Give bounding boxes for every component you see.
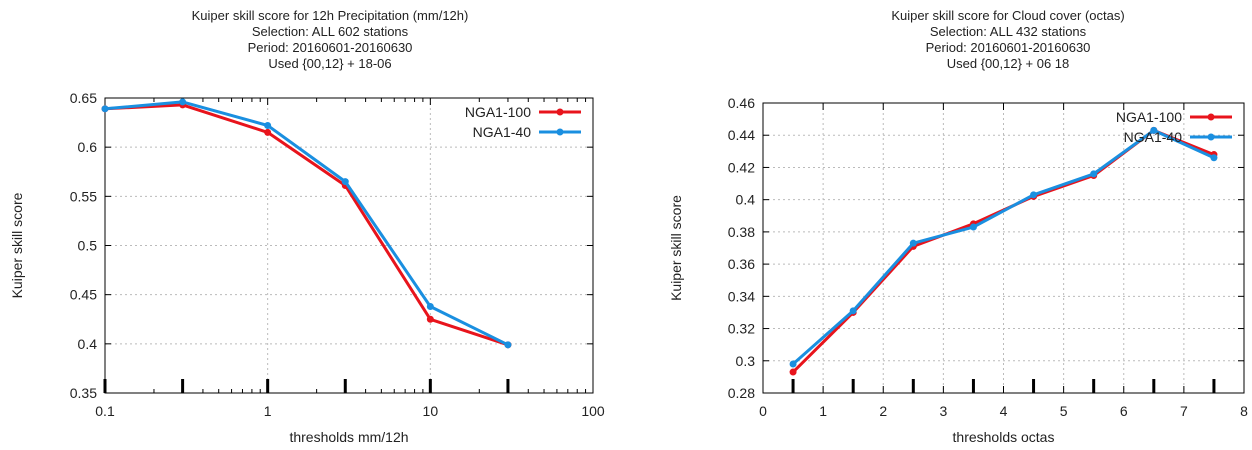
y-tick-label: 0.36 (728, 256, 755, 272)
legend-marker (556, 108, 564, 116)
data-point (1210, 154, 1218, 162)
y-tick-label: 0.55 (70, 188, 97, 204)
precipitation-chart-svg: Kuiper skill score for 12h Precipitation… (9, 8, 605, 445)
data-point (426, 302, 434, 310)
y-tick-label: 0.6 (78, 139, 98, 155)
chart-subtitle-line: Selection: ALL 602 stations (252, 24, 409, 39)
data-point (849, 307, 857, 315)
series-NGA1-40 (789, 126, 1218, 368)
legend-marker (1207, 113, 1215, 121)
data-point (426, 315, 434, 323)
legend-marker (556, 128, 564, 136)
y-tick-label: 0.65 (70, 90, 97, 106)
data-point (179, 98, 187, 106)
data-point (264, 122, 272, 130)
y-tick-label: 0.46 (728, 95, 755, 111)
y-tick-label: 0.42 (728, 159, 755, 175)
y-tick-label: 0.34 (728, 288, 755, 304)
data-point (1090, 170, 1098, 178)
x-tick-label: 0 (759, 403, 767, 419)
legend-label: NGA1-40 (1124, 129, 1183, 145)
plot-frame (104, 97, 594, 394)
x-tick-label: 6 (1120, 403, 1128, 419)
x-tick-label: 0.1 (95, 403, 115, 419)
data-point (1030, 191, 1038, 199)
y-tick-label: 0.32 (728, 321, 755, 337)
series-line (792, 128, 1215, 366)
series-line (792, 128, 1215, 374)
data-point (504, 341, 512, 349)
cloud-cover-chart-svg: Kuiper skill score for Cloud cover (octa… (668, 8, 1248, 445)
data-point (1150, 126, 1158, 134)
x-axis-label: thresholds mm/12h (289, 429, 408, 445)
chart-title: Kuiper skill score for 12h Precipitation… (192, 8, 469, 23)
series-line (104, 100, 509, 347)
legend: NGA1-100 NGA1-40 (465, 104, 581, 140)
legend-label: NGA1-40 (473, 124, 532, 140)
y-tick-label: 0.38 (728, 224, 755, 240)
x-tick-label: 2 (879, 403, 887, 419)
x-tick-label: 4 (1000, 403, 1008, 419)
chart-subtitle-line: Period: 20160601-20160630 (926, 40, 1091, 55)
x-tick-label: 10 (423, 403, 439, 419)
data-point (909, 239, 917, 247)
x-tick-label: 100 (581, 403, 605, 419)
x-tick-label: 8 (1240, 403, 1248, 419)
data-point (101, 105, 109, 113)
y-axis-label: Kuiper skill score (668, 195, 684, 301)
x-tick-label: 5 (1060, 403, 1068, 419)
chart-subtitle-line: Period: 20160601-20160630 (248, 40, 413, 55)
series-line (104, 103, 509, 347)
x-axis-label: thresholds octas (953, 429, 1055, 445)
y-tick-label: 0.4 (78, 336, 98, 352)
data-point (789, 360, 797, 368)
series-NGA1-40 (101, 98, 512, 349)
y-tick-label: 0.45 (70, 287, 97, 303)
legend: NGA1-100 NGA1-40 (1116, 109, 1232, 145)
legend-label: NGA1-100 (1116, 109, 1182, 125)
y-tick-label: 0.4 (736, 192, 756, 208)
grid (104, 97, 594, 394)
data-point (969, 223, 977, 231)
x-tick-label: 7 (1180, 403, 1188, 419)
legend-label: NGA1-100 (465, 104, 531, 120)
data-point (341, 178, 349, 186)
y-tick-label: 0.28 (728, 385, 755, 401)
y-tick-label: 0.3 (736, 353, 756, 369)
cloud-cover-chart: Kuiper skill score for Cloud cover (octa… (626, 0, 1252, 450)
x-tick-label: 3 (939, 403, 947, 419)
chart-subtitle-line: Used {00,12} + 06 18 (947, 56, 1070, 71)
x-tick-label: 1 (819, 403, 827, 419)
series-NGA1-100 (101, 101, 512, 349)
y-tick-label: 0.44 (728, 127, 755, 143)
precipitation-chart: Kuiper skill score for 12h Precipitation… (9, 8, 605, 445)
data-point (789, 368, 797, 376)
y-tick-label: 0.35 (70, 385, 97, 401)
chart-subtitle-line: Used {00,12} + 18-06 (268, 56, 391, 71)
y-tick-label: 0.5 (78, 238, 98, 254)
legend-marker (1207, 133, 1215, 141)
y-axis-label: Kuiper skill score (9, 192, 25, 298)
chart-title: Kuiper skill score for Cloud cover (octa… (891, 8, 1124, 23)
data-point (264, 128, 272, 136)
grid (762, 102, 1245, 394)
x-tick-label: 1 (264, 403, 272, 419)
chart-subtitle-line: Selection: ALL 432 stations (930, 24, 1087, 39)
